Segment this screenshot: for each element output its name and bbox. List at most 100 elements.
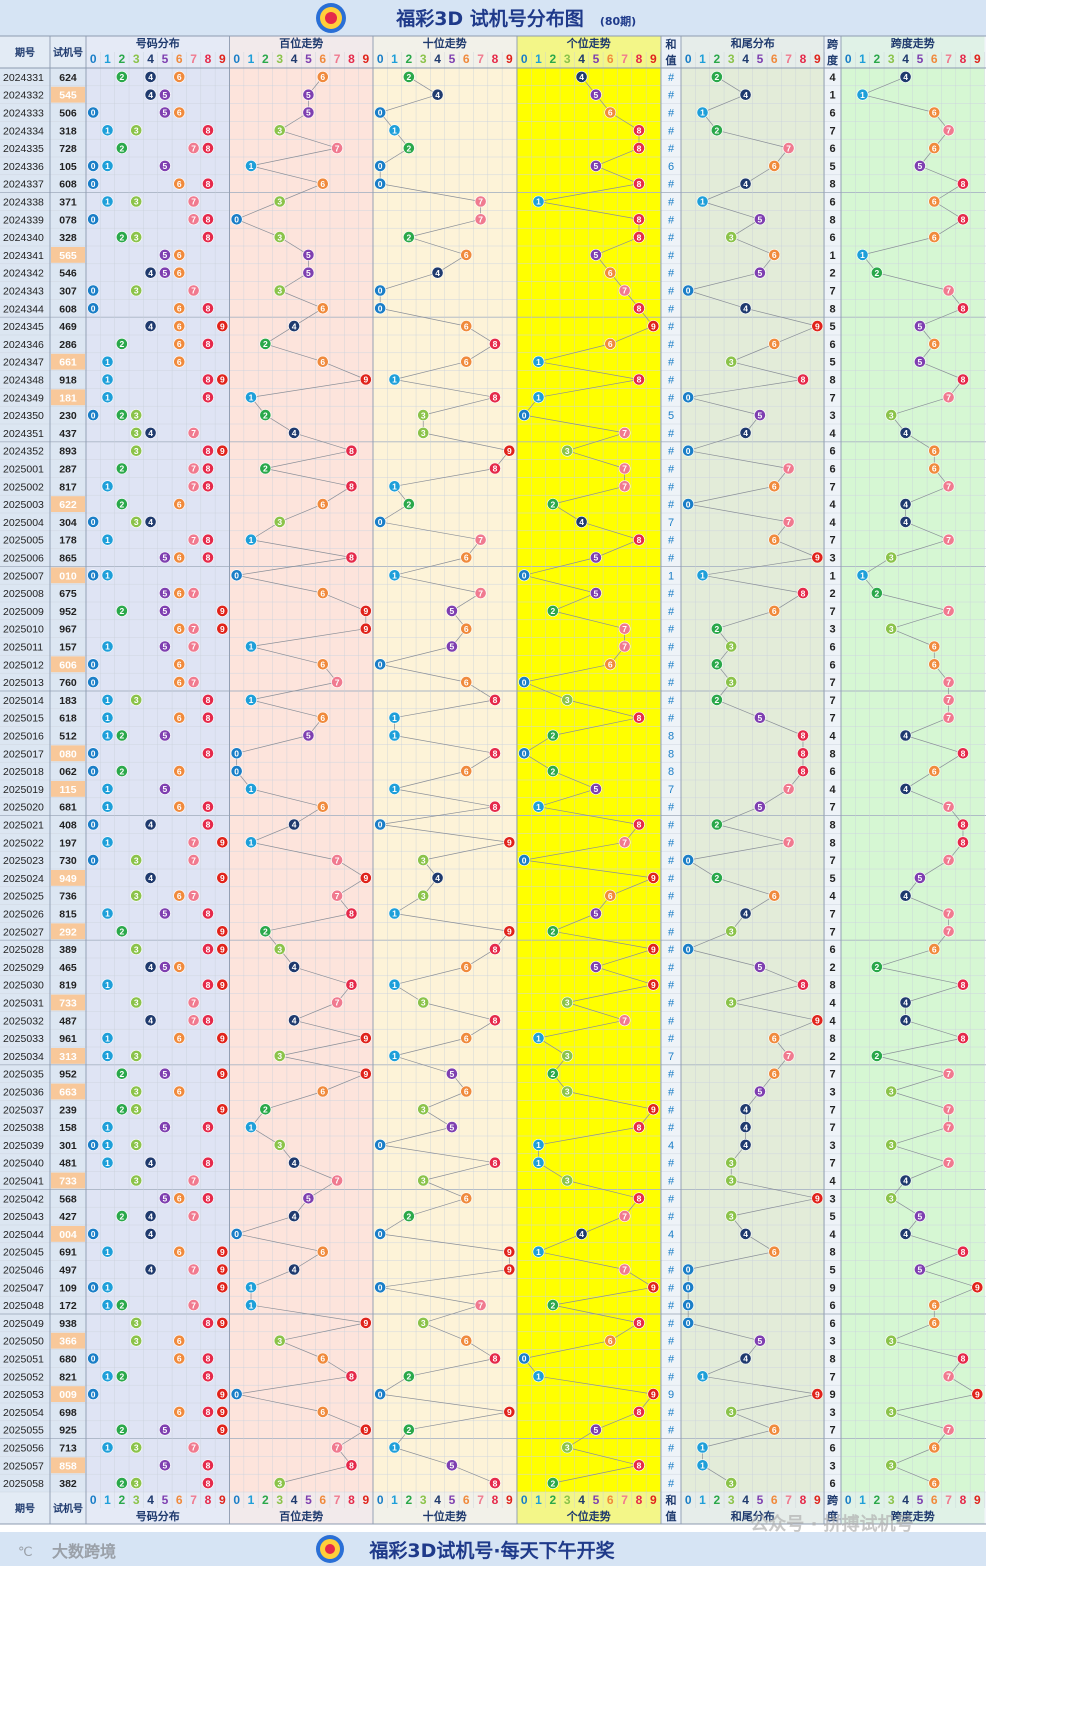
trend-segment-tail	[731, 984, 804, 1003]
trend-ball-tail: 0	[682, 284, 695, 297]
svg-text:6: 6	[177, 1354, 182, 1364]
trial-number-cell: 497	[59, 1265, 77, 1277]
span-cell: 6	[829, 1478, 835, 1490]
trend-ball-st: 6	[928, 462, 941, 475]
svg-text:6: 6	[608, 339, 613, 349]
trend-ball-tens: 3	[417, 1174, 430, 1187]
trend-ball-hund: 6	[316, 1085, 329, 1098]
sum-cell: 4	[668, 1229, 674, 1241]
trend-segment-tens	[394, 735, 496, 754]
trend-ball-hund: 9	[359, 1317, 372, 1329]
trend-segment-st	[919, 165, 964, 185]
dist-ball: 9	[216, 444, 229, 457]
trend-segment-hund	[250, 1269, 295, 1288]
svg-text:8: 8	[637, 820, 642, 830]
svg-text:5: 5	[306, 108, 311, 118]
trend-ball-tens: 6	[460, 1032, 473, 1044]
trial-number-cell: 105	[59, 161, 77, 173]
digit-header-tens-7: 7	[477, 1493, 484, 1507]
svg-text:9: 9	[507, 838, 512, 848]
trend-ball-hund: 3	[273, 284, 286, 297]
digit-header-hund-8: 8	[348, 52, 355, 66]
dist-ball: 9	[216, 1388, 229, 1400]
trend-ball-hund: 6	[316, 177, 329, 190]
svg-text:4: 4	[743, 1105, 748, 1115]
trend-ball-units: 9	[647, 1103, 660, 1116]
svg-text:2: 2	[715, 72, 720, 82]
trend-ball-hund: 5	[302, 248, 315, 261]
trial-header: 试机号	[53, 46, 83, 59]
dist-ball: 8	[202, 711, 214, 724]
trend-segment-tens	[380, 1126, 453, 1146]
digit-header-tens-2: 2	[406, 1493, 413, 1507]
trial-number-cell: 568	[59, 1193, 77, 1205]
dist-ball: 0	[87, 676, 100, 688]
digit-header-st-5: 5	[917, 52, 924, 66]
svg-text:2: 2	[875, 268, 880, 278]
dist-ball: 9	[216, 373, 229, 386]
band-header-tens: 十位走势	[423, 1509, 467, 1523]
svg-text:6: 6	[932, 1443, 937, 1453]
trend-ball-hund: 6	[316, 71, 329, 83]
svg-text:7: 7	[191, 588, 196, 598]
trend-segment-hund	[279, 1464, 352, 1484]
digit-header-tail-8: 8	[800, 52, 807, 66]
trend-ball-tens: 2	[402, 71, 415, 83]
trend-ball-hund: 7	[331, 676, 344, 688]
svg-text:8: 8	[637, 179, 642, 189]
svg-text:4: 4	[743, 304, 748, 314]
trend-segment-tens	[408, 1358, 496, 1377]
svg-text:4: 4	[148, 428, 153, 438]
trial-number-cell: 172	[59, 1300, 77, 1312]
dist-ball: 1	[101, 1032, 114, 1044]
trend-ball-st: 6	[928, 142, 941, 154]
trend-ball-st: 7	[942, 800, 955, 813]
trend-ball-hund: 2	[259, 409, 272, 421]
dist-ball: 8	[202, 1352, 214, 1365]
svg-text:6: 6	[177, 250, 182, 260]
digit-header-units-7: 7	[621, 1493, 628, 1507]
trend-ball-tail: 8	[797, 729, 809, 742]
svg-text:3: 3	[729, 1176, 734, 1186]
trend-ball-tail: 4	[739, 177, 752, 190]
svg-text:6: 6	[932, 446, 937, 456]
trend-ball-tens: 2	[402, 142, 415, 154]
digit-header-dist-3: 3	[133, 52, 140, 66]
trend-segment-tail	[745, 307, 818, 327]
digit-header-units-0: 0	[521, 1493, 528, 1507]
sum-cell: #	[668, 446, 675, 458]
svg-text:6: 6	[177, 624, 182, 634]
svg-text:0: 0	[378, 179, 383, 189]
svg-text:6: 6	[932, 642, 937, 652]
trend-ball-tens: 6	[460, 1192, 473, 1205]
trend-segment-hund	[236, 201, 280, 220]
svg-text:7: 7	[622, 1265, 627, 1275]
trend-ball-units: 5	[590, 587, 602, 599]
svg-text:2: 2	[875, 1051, 880, 1061]
dist-ball: 8	[202, 818, 214, 831]
band-header-dist: 号码分布	[136, 1509, 180, 1523]
trial-number-cell: 733	[59, 1176, 77, 1188]
trend-ball-tens: 8	[489, 800, 501, 813]
trend-segment-hund	[236, 1393, 323, 1413]
trend-segment-tens	[380, 1233, 510, 1253]
svg-text:6: 6	[464, 553, 469, 563]
span-cell: 7	[829, 1158, 835, 1170]
svg-text:5: 5	[918, 357, 923, 367]
svg-text:2: 2	[120, 1372, 125, 1382]
svg-text:3: 3	[565, 446, 570, 456]
sum-cell: #	[668, 1122, 675, 1134]
period-cell: 2025041	[3, 1176, 44, 1188]
svg-text:9: 9	[220, 375, 225, 385]
span-cell: 1	[829, 250, 835, 262]
svg-text:3: 3	[134, 1176, 139, 1186]
trend-segment-tens	[394, 379, 496, 398]
svg-text:1: 1	[392, 375, 397, 385]
trial-number-cell: 115	[60, 784, 77, 796]
svg-text:1: 1	[105, 571, 110, 581]
digit-header-tail-5: 5	[757, 52, 764, 66]
svg-text:0: 0	[234, 749, 239, 759]
period-cell: 2025010	[3, 624, 44, 636]
sum-cell: #	[668, 357, 675, 369]
digit-header-st-2: 2	[874, 1493, 881, 1507]
